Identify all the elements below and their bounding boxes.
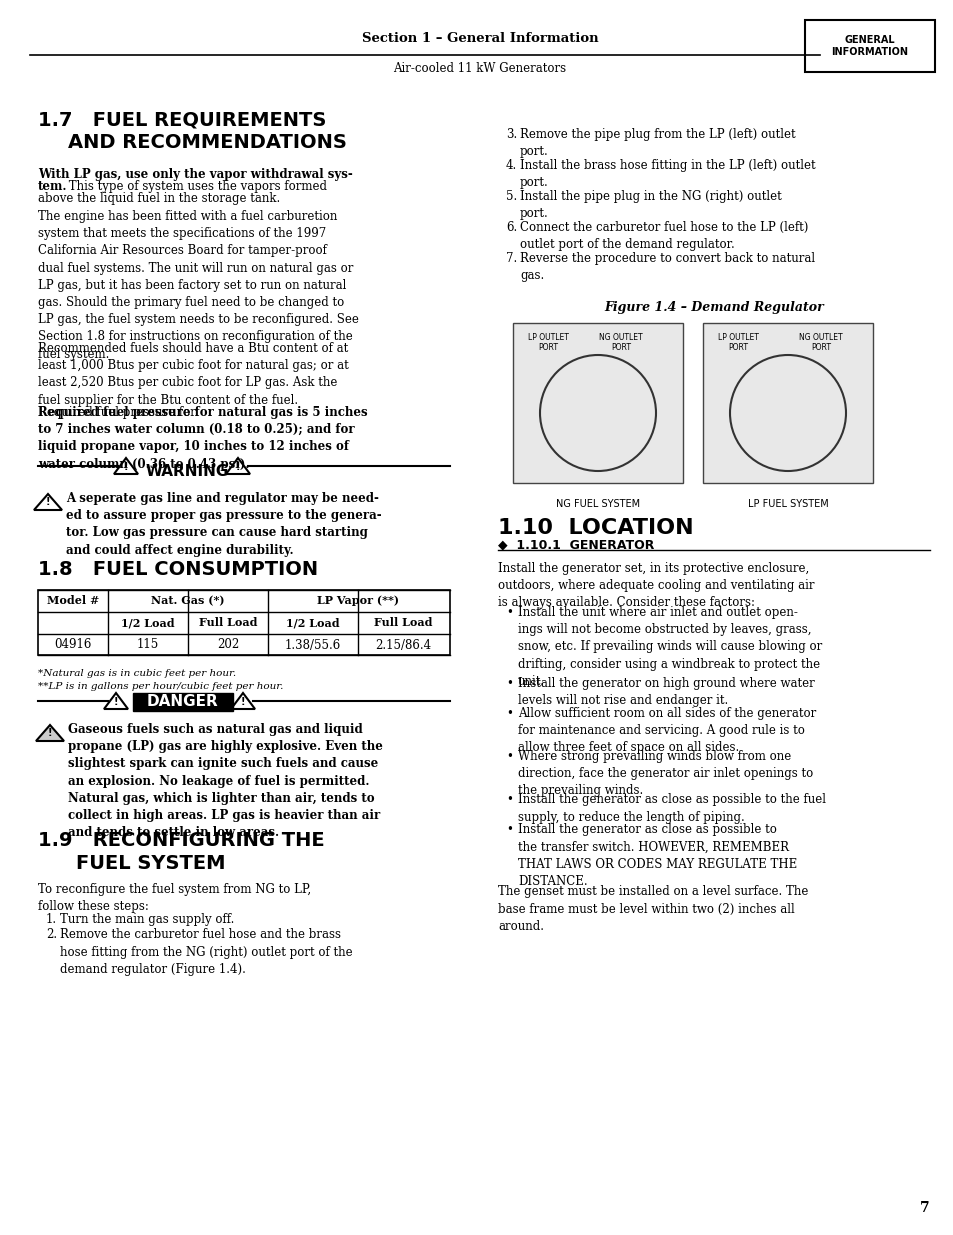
Text: Remove the carburetor fuel hose and the brass
hose fitting from the NG (right) o: Remove the carburetor fuel hose and the … (60, 929, 353, 976)
Text: LP OUTLET
PORT: LP OUTLET PORT (717, 333, 758, 352)
Text: 7: 7 (920, 1200, 929, 1215)
Text: !: ! (48, 727, 52, 739)
Text: 2.15/86.4: 2.15/86.4 (375, 638, 431, 652)
Text: GENERAL
INFORMATION: GENERAL INFORMATION (831, 35, 907, 57)
Text: 1.38/55.6: 1.38/55.6 (285, 638, 341, 652)
Text: Allow sufficient room on all sides of the generator
for maintenance and servicin: Allow sufficient room on all sides of th… (517, 706, 816, 753)
FancyBboxPatch shape (513, 324, 682, 483)
Text: 1.: 1. (46, 913, 57, 926)
Text: •: • (505, 677, 513, 689)
Text: NG FUEL SYSTEM: NG FUEL SYSTEM (556, 499, 639, 509)
Text: Recommended fuels should have a Btu content of at
least 1,000 Btus per cubic foo: Recommended fuels should have a Btu cont… (38, 342, 349, 406)
Text: •: • (505, 606, 513, 619)
Text: Turn the main gas supply off.: Turn the main gas supply off. (60, 913, 234, 926)
Text: Install the generator on high ground where water
levels will not rise and endang: Install the generator on high ground whe… (517, 677, 814, 706)
Text: AND RECOMMENDATIONS: AND RECOMMENDATIONS (68, 133, 347, 152)
Text: Install the generator as close as possible to
the transfer switch. HOWEVER, REME: Install the generator as close as possib… (517, 824, 797, 888)
Text: Install the unit where air inlet and outlet open-
ings will not become obstructe: Install the unit where air inlet and out… (517, 606, 821, 688)
Text: A seperate gas line and regulator may be need-
ed to assure proper gas pressure : A seperate gas line and regulator may be… (66, 492, 381, 557)
Text: The genset must be installed on a level surface. The
base frame must be level wi: The genset must be installed on a level … (497, 885, 807, 932)
Text: DANGER: DANGER (147, 694, 218, 709)
Text: !: ! (240, 697, 245, 706)
Text: Install the pipe plug in the NG (right) outlet
port.: Install the pipe plug in the NG (right) … (519, 190, 781, 220)
Text: tem.: tem. (38, 180, 68, 193)
Text: The engine has been fitted with a fuel carburetion
system that meets the specifi: The engine has been fitted with a fuel c… (38, 210, 358, 361)
Text: LP Vapor (**): LP Vapor (**) (316, 595, 398, 606)
Text: LP OUTLET
PORT: LP OUTLET PORT (527, 333, 568, 352)
Text: With LP gas, use only the vapor withdrawal sys-: With LP gas, use only the vapor withdraw… (38, 168, 353, 182)
Text: •: • (505, 750, 513, 763)
Text: NG OUTLET
PORT: NG OUTLET PORT (598, 333, 642, 352)
Text: 1.10  LOCATION: 1.10 LOCATION (497, 517, 693, 538)
Text: Figure 1.4 – Demand Regulator: Figure 1.4 – Demand Regulator (603, 301, 823, 314)
Text: 1.9   RECONFIGURING THE: 1.9 RECONFIGURING THE (38, 831, 324, 850)
Text: This type of system uses the vapors formed: This type of system uses the vapors form… (65, 180, 327, 193)
Text: Full Load: Full Load (374, 618, 432, 629)
FancyBboxPatch shape (804, 20, 934, 72)
Text: Install the brass hose fitting in the LP (left) outlet
port.: Install the brass hose fitting in the LP… (519, 159, 815, 189)
Text: Required fuel pressure for natural gas is 5 inches
to 7 inches water column (0.1: Required fuel pressure for natural gas i… (38, 406, 367, 471)
Text: 6.: 6. (505, 221, 517, 233)
Text: !: ! (235, 462, 240, 472)
Text: 3.: 3. (505, 128, 517, 141)
Text: !: ! (113, 697, 118, 706)
Text: •: • (505, 794, 513, 806)
Bar (38, 590, 450, 655)
Text: FUEL SYSTEM: FUEL SYSTEM (76, 853, 225, 873)
FancyBboxPatch shape (132, 693, 233, 711)
Text: 202: 202 (216, 638, 239, 652)
Text: 2.: 2. (46, 929, 57, 941)
Text: 04916: 04916 (54, 638, 91, 652)
Text: •: • (505, 824, 513, 836)
FancyBboxPatch shape (702, 324, 872, 483)
Text: **LP is in gallons per hour/cubic feet per hour.: **LP is in gallons per hour/cubic feet p… (38, 682, 283, 692)
Text: !: ! (124, 462, 128, 472)
Text: 5.: 5. (505, 190, 517, 203)
Text: !: ! (46, 496, 51, 508)
Text: *Natural gas is in cubic feet per hour.: *Natural gas is in cubic feet per hour. (38, 669, 236, 678)
Text: LP FUEL SYSTEM: LP FUEL SYSTEM (747, 499, 827, 509)
Text: NG OUTLET
PORT: NG OUTLET PORT (799, 333, 841, 352)
Text: Required fuel pressure for: Required fuel pressure for (38, 406, 199, 419)
Text: Nat. Gas (*): Nat. Gas (*) (152, 595, 225, 606)
Text: 1/2 Load: 1/2 Load (286, 618, 339, 629)
Text: Section 1 – General Information: Section 1 – General Information (361, 32, 598, 44)
Text: Gaseous fuels such as natural gas and liquid
propane (LP) gas are highly explosi: Gaseous fuels such as natural gas and li… (68, 722, 382, 840)
Text: To reconfigure the fuel system from NG to LP,
follow these steps:: To reconfigure the fuel system from NG t… (38, 883, 311, 913)
Text: Air-cooled 11 kW Generators: Air-cooled 11 kW Generators (393, 62, 566, 74)
Text: •: • (505, 706, 513, 720)
Text: WARNING: WARNING (146, 464, 229, 479)
Text: ◆  1.10.1  GENERATOR: ◆ 1.10.1 GENERATOR (497, 538, 654, 551)
Text: 1/2 Load: 1/2 Load (121, 618, 174, 629)
Text: Remove the pipe plug from the LP (left) outlet
port.: Remove the pipe plug from the LP (left) … (519, 128, 795, 158)
Polygon shape (36, 725, 64, 741)
Text: above the liquid fuel in the storage tank.: above the liquid fuel in the storage tan… (38, 191, 280, 205)
Text: 115: 115 (136, 638, 159, 652)
Text: Install the generator set, in its protective enclosure,
outdoors, where adequate: Install the generator set, in its protec… (497, 562, 814, 609)
Text: 7.: 7. (505, 252, 517, 266)
Text: Reverse the procedure to convert back to natural
gas.: Reverse the procedure to convert back to… (519, 252, 814, 283)
Text: Model #: Model # (47, 595, 99, 606)
Text: 1.7   FUEL REQUIREMENTS: 1.7 FUEL REQUIREMENTS (38, 110, 326, 128)
Text: 4.: 4. (505, 159, 517, 172)
Text: Full Load: Full Load (198, 618, 257, 629)
Text: Install the generator as close as possible to the fuel
supply, to reduce the len: Install the generator as close as possib… (517, 794, 825, 824)
Text: Where strong prevailing winds blow from one
direction, face the generator air in: Where strong prevailing winds blow from … (517, 750, 812, 798)
Text: Connect the carburetor fuel hose to the LP (left)
outlet port of the demand regu: Connect the carburetor fuel hose to the … (519, 221, 807, 251)
Text: 1.8   FUEL CONSUMPTION: 1.8 FUEL CONSUMPTION (38, 559, 317, 579)
